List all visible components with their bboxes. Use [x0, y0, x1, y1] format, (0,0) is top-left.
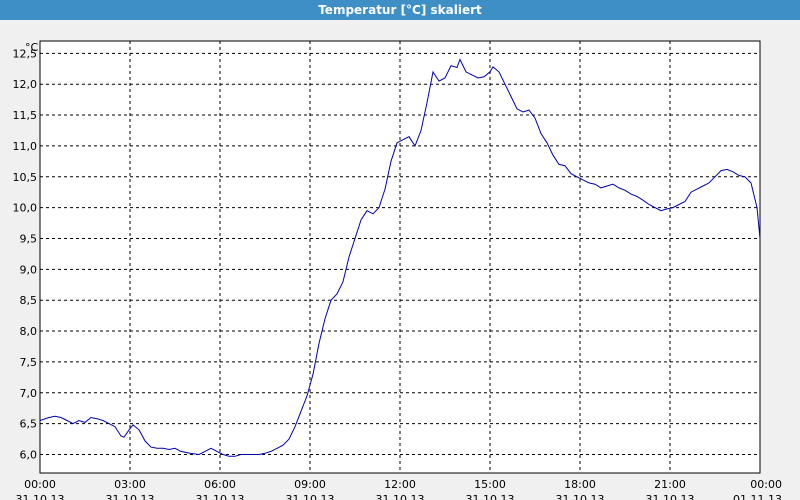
y-tick-label: 12,5 [13, 47, 38, 60]
x-tick-date: 01.11.13 [733, 493, 782, 500]
y-tick-label: 8,5 [20, 294, 38, 307]
y-axis-ticks: 12,5 12,0 11,5 11,0 10,5 10,0 9,5 9,0 8,5 8,0 7,5 7… [13, 47, 38, 461]
y-tick-label: 10,5 [13, 171, 38, 184]
x-tick-time: 15:00 [474, 478, 506, 491]
y-tick-label: 7,5 [20, 356, 38, 369]
x-tick-date: 31.10.13 [376, 493, 425, 500]
y-tick-label: 9,0 [20, 263, 38, 276]
y-tick-label: 8,0 [20, 325, 38, 338]
x-tick-date: 31.10.13 [286, 493, 335, 500]
x-tick-date: 31.10.13 [106, 493, 155, 500]
y-tick-label: 11,5 [13, 109, 38, 122]
y-tick-label: 9,5 [20, 232, 38, 245]
chart-title: Temperatur [°C] skaliert [0, 0, 800, 20]
y-tick-label: 7,0 [20, 387, 38, 400]
x-tick-date: 31.10.13 [556, 493, 605, 500]
y-tick-label: 11,0 [13, 140, 38, 153]
x-tick-time: 18:00 [564, 478, 596, 491]
x-axis-ticks: 00:00 31.10.13 03:00 31.10.13 06:00 31.10.13 0… [16, 478, 782, 500]
x-tick-time: 00:00 [750, 478, 782, 491]
y-tick-label: 10,0 [13, 202, 38, 215]
y-tick-label: 12,0 [13, 78, 38, 91]
y-tick-label: 6,5 [20, 418, 38, 431]
x-tick-time: 00:00 [24, 478, 56, 491]
x-tick-time: 12:00 [384, 478, 416, 491]
chart-canvas: °C 12,5 12,0 11,5 11,0 10,5 10,0 9,5 9,0 8,5 8,0 7… [13, 40, 782, 500]
x-tick-date: 31.10.13 [466, 493, 515, 500]
x-tick-time: 09:00 [294, 478, 326, 491]
x-tick-date: 31.10.13 [196, 493, 245, 500]
y-axis-unit: °C [25, 41, 39, 54]
x-tick-time: 21:00 [654, 478, 686, 491]
y-tick-label: 6,0 [20, 448, 38, 461]
temperature-series [39, 58, 761, 457]
x-tick-date: 31.10.13 [16, 493, 65, 500]
x-tick-time: 03:00 [114, 478, 146, 491]
temperature-line [39, 58, 761, 457]
x-tick-time: 06:00 [204, 478, 236, 491]
x-tick-date: 31.10.13 [646, 493, 695, 500]
grid-lines [40, 41, 760, 473]
